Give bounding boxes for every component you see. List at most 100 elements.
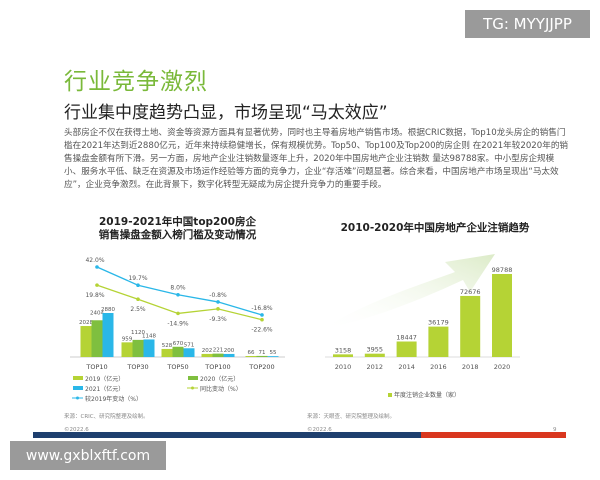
bar-TOP30-2 [143, 339, 155, 357]
body-paragraph: 头部房企不仅在获得土地、资金等资源方面具有显著优势，同时也主导着房地产销售市场。… [64, 128, 569, 190]
line-point [216, 300, 220, 304]
bar-label: 959 [122, 336, 133, 342]
page-title: 行业竞争激烈 [64, 69, 208, 95]
bar-2014 [396, 341, 417, 357]
line-point [136, 283, 140, 287]
x-tick-label: 2016 [430, 363, 447, 371]
page-number: 9 [553, 427, 557, 433]
bar-label: 55 [270, 350, 277, 356]
legend-label: 同比变动（%） [200, 385, 242, 393]
line-label: -16.8% [251, 305, 273, 312]
left-copyright: ©2022.6 [64, 427, 89, 433]
bar-label: 571 [184, 342, 195, 348]
bar-label: 670 [173, 341, 184, 347]
footer-blue-bar [33, 432, 421, 438]
x-tick-label: TOP30 [126, 363, 148, 371]
line-point [260, 317, 264, 322]
line-point [260, 313, 264, 317]
x-tick-label: 2014 [398, 363, 415, 371]
legend-label: 较2019年变动（%） [85, 395, 142, 403]
bar-TOP100-1 [212, 353, 224, 357]
bar-label: 200 [224, 348, 235, 354]
line-label: -22.6% [251, 327, 273, 334]
bar-TOP10-1 [91, 320, 103, 357]
right-chart-title: 2010-2020年中国房地产企业注销趋势 [340, 222, 530, 234]
bar-TOP200-0 [245, 355, 257, 357]
bar-TOP200-2 [267, 356, 279, 357]
line-point [176, 292, 180, 297]
left-source: 来源：CRIC、研究院整理及绘制。 [64, 414, 149, 420]
trend-arrow-shape [320, 254, 495, 330]
left-chart-title-line2: 销售操盘金额入榜门槛及变动情况 [98, 229, 257, 241]
line-label: 2.5% [130, 306, 146, 313]
footer-red-bar [421, 432, 566, 438]
bar-TOP100-0 [201, 353, 213, 357]
bar-label: 72676 [460, 288, 481, 296]
line-label: 19.7% [128, 275, 147, 282]
bar-label: 221 [213, 348, 224, 354]
bar-TOP100-2 [223, 353, 235, 357]
bar-TOP10-2 [102, 313, 114, 357]
bar-label: 2880 [101, 307, 115, 313]
legend-swatch [73, 376, 83, 380]
bar-TOP50-0 [161, 348, 173, 357]
bar-TOP50-2 [183, 348, 195, 357]
bar-TOP10-0 [80, 326, 92, 357]
bar-label: 66 [248, 350, 255, 356]
bar-2016 [428, 326, 449, 357]
bar-TOP200-1 [256, 355, 268, 357]
bar-2012 [364, 353, 385, 357]
line-point [95, 283, 99, 287]
x-tick-label: 2018 [462, 363, 479, 371]
bar-label: 202 [202, 348, 213, 354]
legend-label: 年度注销企业数量（家） [394, 391, 460, 399]
bar-TOP50-1 [172, 346, 184, 357]
watermark-top: TG: MYYJJPP [465, 10, 590, 38]
line-point [136, 297, 140, 302]
legend-label: 2019（亿元） [85, 375, 124, 383]
bar-TOP30-0 [121, 342, 133, 357]
legend-label: 2020（亿元） [200, 375, 239, 383]
line-label: -0.8% [209, 292, 227, 299]
line-label: -9.3% [209, 316, 227, 323]
x-tick-label: TOP50 [166, 363, 188, 371]
bar-label: 3158 [335, 346, 352, 354]
bar-2010 [333, 354, 353, 357]
line-label: 42.0% [85, 257, 104, 264]
watermark-bottom: www.gxblxftf.com [10, 441, 166, 470]
x-tick-label: TOP100 [204, 363, 230, 371]
left-chart-title: 2019-2021年中国top200房企 销售操盘金额入榜门槛及变动情况 [70, 216, 285, 242]
legend-marker [76, 396, 79, 400]
bar-label: 528 [162, 343, 173, 349]
legend-swatch [388, 393, 392, 397]
legend-label: 2021（亿元） [85, 385, 124, 393]
right-source: 来源：天眼查、研究院整理及绘制。 [307, 414, 396, 420]
bar-label: 36179 [428, 319, 449, 327]
x-tick-label: TOP200 [248, 363, 274, 371]
legend-swatch [188, 376, 198, 380]
x-tick-label: 2012 [367, 363, 384, 371]
line-label: 19.8% [85, 292, 104, 299]
legend-marker [191, 386, 194, 390]
x-tick-label: TOP10 [85, 363, 107, 371]
left-chart-title-line1: 2019-2021年中国top200房企 [99, 216, 256, 228]
right-copyright: ©2022.6 [307, 427, 332, 433]
bar-label: 18447 [396, 334, 417, 342]
bar-label: 2404 [90, 310, 104, 316]
line-label: 8.0% [170, 285, 186, 292]
line-label: -14.9% [167, 320, 189, 327]
x-tick-label: 2010 [335, 363, 352, 371]
line-point [95, 265, 99, 269]
bar-2020 [492, 274, 512, 357]
line-point [216, 307, 220, 311]
bar-2018 [460, 295, 481, 357]
bar-label: 2028 [79, 320, 93, 326]
bar-label: 71 [259, 350, 266, 356]
bar-label: 1148 [142, 333, 156, 339]
line-point [176, 311, 180, 316]
x-tick-label: 2020 [494, 363, 511, 371]
bar-TOP30-1 [132, 339, 144, 357]
page-subtitle: 行业集中度趋势凸显，市场呈现“马太效应” [64, 103, 388, 123]
